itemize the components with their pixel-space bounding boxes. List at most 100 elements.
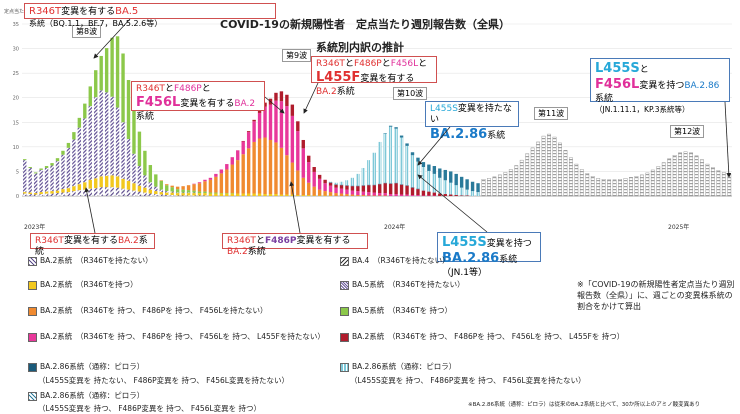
bar-segment-ba5_r346t [116, 36, 119, 107]
bar-segment-ba2_r346t [61, 189, 64, 192]
week-bar [449, 171, 452, 196]
legend-item-ba2-l455f: BA.2系統 （R346Tを 持つ、 F486Pを 持つ、 F456Lを 持つ、… [340, 331, 624, 342]
week-bar [318, 175, 321, 196]
legend-item-ba2-f456l: BA.2系統 （R346Tを 持つ、 F486Pを 持つ、 F456Lを 持つ、… [28, 331, 325, 342]
bar-segment-l455f [318, 175, 321, 179]
bar-segment-ba286_jn1 [389, 127, 392, 184]
bar-segment-f486p [176, 187, 179, 189]
bar-segment-other [482, 179, 485, 196]
bar-segment-ba2_r346t [127, 181, 130, 190]
bar-segment-ba5_r346t [181, 190, 184, 193]
bar-segment-f486p [214, 177, 217, 193]
bar-segment-f456l [400, 195, 403, 196]
bar-segment-ba2_base [89, 189, 92, 196]
bar-segment-l455f [302, 140, 305, 148]
week-bar [471, 182, 474, 196]
bar-segment-ba2_r346t [291, 195, 294, 196]
bar-segment-ba286_f456l [411, 152, 414, 155]
bar-segment-f486p [345, 194, 348, 196]
bar-segment-other [558, 143, 561, 196]
legend-swatch [28, 257, 37, 266]
week-bar [323, 180, 326, 196]
bar-segment-ba5_r346t [83, 104, 86, 119]
week-bar [444, 170, 447, 196]
bar-segment-ba5_base [171, 192, 174, 193]
bar-segment-ba5_base [61, 155, 64, 189]
bar-segment-ba5_r346t [50, 163, 53, 165]
week-bar [400, 136, 403, 196]
bar-segment-other [531, 148, 534, 196]
bar-segment-ba5_r346t [34, 172, 37, 173]
bar-segment-f486p [307, 183, 310, 195]
bar-segment-l455f [340, 185, 343, 188]
week-bar [422, 162, 425, 196]
bar-segment-ba5_r346t [121, 53, 124, 122]
bar-segment-ba2_r346t [34, 193, 37, 194]
bar-segment-ba2_r346t [154, 191, 157, 194]
week-bar [313, 167, 316, 196]
week-bar [378, 142, 381, 196]
legend-swatch [28, 281, 37, 290]
bar-segment-other [700, 160, 703, 196]
bar-segment-other [498, 175, 501, 196]
bar-segment-ba286_f456l [400, 136, 403, 138]
bar-segment-f486p [258, 139, 261, 194]
bar-segment-l455f [394, 183, 397, 194]
bar-segment-l455f [296, 121, 299, 131]
bar-segment-other [504, 172, 507, 196]
callout-ba5-r346t: R346T変異を有するBA.5系統（BQ.1.1，BF.7，BA.5.2.6等） [24, 3, 276, 19]
bar-segment-ba2_r346t [121, 179, 124, 189]
callout-ba286: L455S変異を持たない BA.2.86系統 [425, 101, 519, 127]
bar-segment-f486p [318, 190, 321, 196]
week-bar [569, 158, 572, 196]
week-bar [547, 134, 550, 196]
week-bar [553, 137, 556, 196]
bar-segment-ba286_f456l [449, 171, 452, 182]
bar-segment-ba5_base [39, 170, 42, 192]
bar-segment-f456l [416, 195, 419, 196]
legend-item-ba286-light-detail: （L455S変異を 持つ、 F486P変異を 持つ、 F456L変異を持たない） [350, 375, 586, 386]
week-bar [225, 164, 228, 196]
week-bar [56, 158, 59, 196]
bar-segment-f456l [373, 193, 376, 196]
week-bar [618, 179, 621, 196]
bar-segment-ba286_jn1 [356, 174, 359, 186]
week-bar [717, 170, 720, 196]
week-bar [236, 150, 239, 196]
bar-segment-f486p [291, 163, 294, 195]
legend-item-ba286-f456l-detail: （L455S変異を 持つ、 F486P変異を 持つ、 F456L変異を 持つ） [38, 403, 261, 414]
bar-segment-ba286_jn1 [476, 192, 479, 196]
bar-segment-ba286_jn1 [367, 160, 370, 185]
bar-segment-ba2_r346t [29, 193, 32, 194]
bar-segment-ba5_r346t [209, 193, 212, 194]
bar-segment-ba2_r346t [181, 193, 184, 195]
bar-segment-other [717, 170, 720, 196]
bar-segment-other [624, 178, 627, 196]
bar-segment-f456l [252, 121, 255, 142]
week-bar [384, 133, 387, 196]
week-bar [657, 167, 660, 196]
week-bar [367, 160, 370, 196]
week-bar [285, 95, 288, 196]
week-bar [280, 91, 283, 196]
bar-segment-ba2_r346t [192, 193, 195, 195]
bar-segment-f456l [225, 164, 228, 169]
week-bar [203, 180, 206, 196]
week-bar [591, 176, 594, 196]
bar-segment-ba2_base [100, 187, 103, 196]
bar-segment-ba5_base [29, 168, 32, 193]
bar-segment-ba5_base [154, 187, 157, 191]
legend: BA.2系統 （R346Tを持たない） BA.4 （R346Tを持たない） BA… [0, 250, 740, 412]
bar-segment-ba5_r346t [23, 159, 26, 160]
bar-segment-other [553, 137, 556, 196]
bar-segment-other [586, 173, 589, 196]
bar-segment-ba5_r346t [149, 165, 152, 182]
bar-segment-f456l [313, 172, 316, 187]
bar-segment-ba286_f456l [405, 143, 408, 145]
legend-swatch [340, 257, 349, 266]
week-bar [580, 169, 583, 196]
bar-segment-l455f [291, 105, 294, 116]
week-bar [67, 143, 70, 196]
bar-segment-ba286_jn1 [438, 178, 441, 194]
week-bar [263, 103, 266, 196]
